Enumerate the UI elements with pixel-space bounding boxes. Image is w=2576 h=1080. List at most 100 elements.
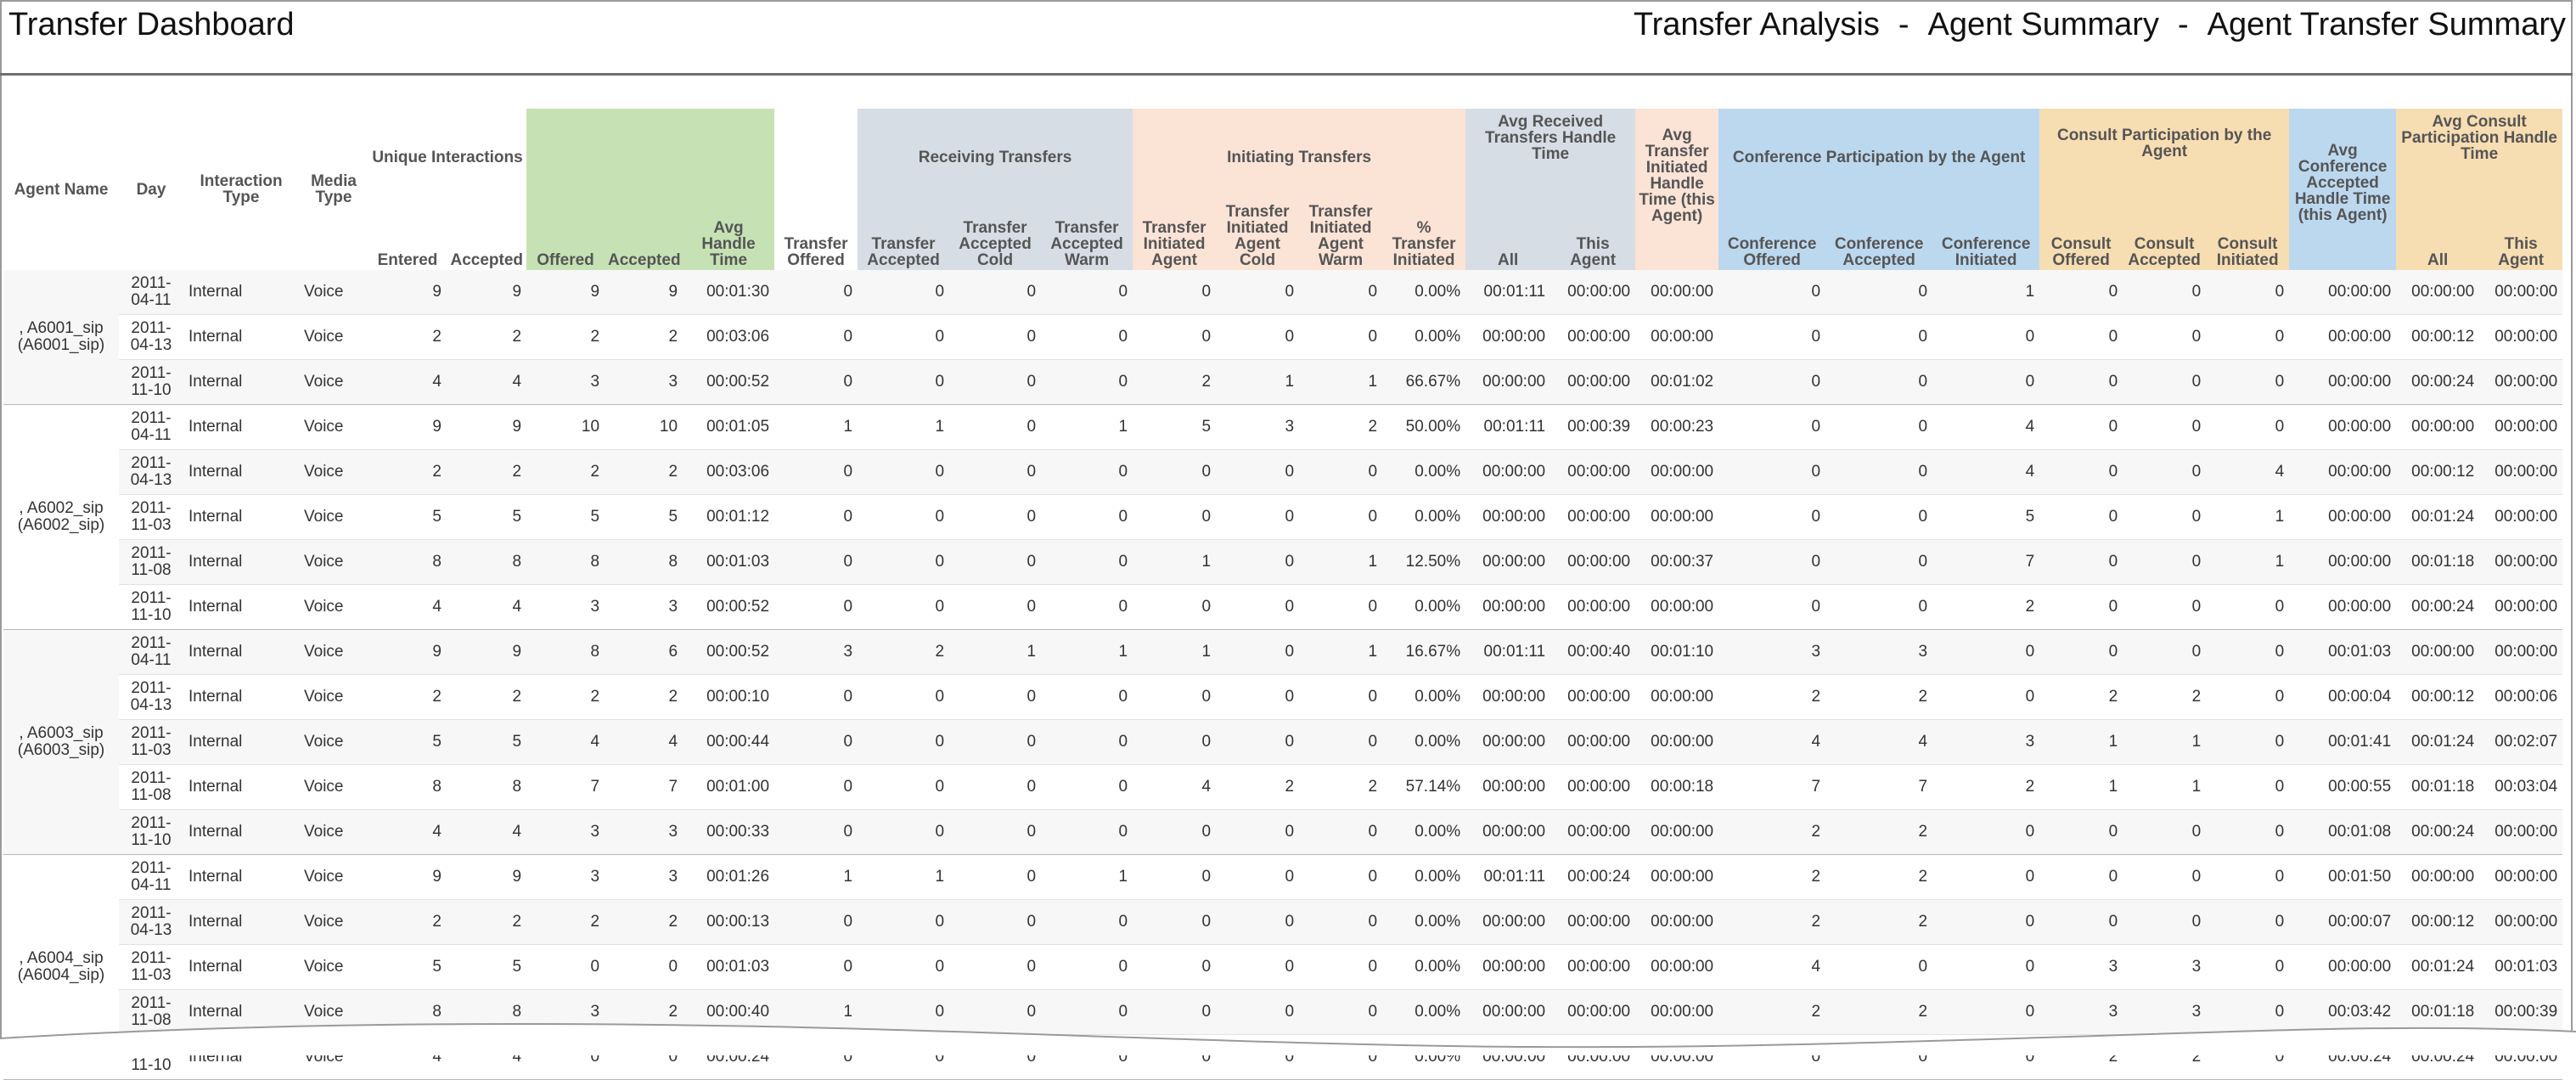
cell-transfer-accepted-warm: 1: [1041, 629, 1133, 675]
table-row[interactable]: , A6004_sip (A6004_sip) 2011-04-11 Interna…: [3, 854, 2563, 1080]
cell-transfer-initiated-agent-warm: 1: [1299, 539, 1383, 585]
col-header-consult-initiated[interactable]: Consult Initiated: [2206, 202, 2290, 270]
cell-avg-conf-accepted-handle: 00:00:00: [2289, 944, 2397, 990]
table-row[interactable]: 2011-11-08 Internal Voice 8 8 7 7 00:01:00 0 0 0 0 4…: [3, 764, 2563, 810]
table-row[interactable]: 2011-11-03 Internal Voice 5 5 0 0 00:01:03 0 0 0 0 0…: [3, 944, 2563, 990]
cell-accepted: 9: [447, 270, 527, 315]
col-header-accepted-green[interactable]: Accepted: [605, 202, 683, 270]
col-header-avg-transfer-initiated-handle[interactable]: Avg Transfer Initiated Handle Time (this…: [1635, 109, 1719, 270]
breadcrumb-item-transfer-analysis[interactable]: Transfer Analysis: [1633, 7, 1880, 42]
table-row[interactable]: 2011-04-13 Internal Voice 2 2 2 2 00:03:06 0 0 0 0 0…: [3, 449, 2563, 495]
cell-entered: 5: [368, 494, 447, 540]
cell-consult-offered: 0: [2039, 854, 2123, 900]
cell-transfer-initiated-agent-warm: 1: [1299, 629, 1383, 675]
cell-accepted-green: 2: [605, 899, 683, 945]
table-row[interactable]: 2011-04-13 Internal Voice 2 2 2 2 00:00:10 0 0 0 0 0…: [3, 674, 2563, 720]
cell-transfer-accepted: 0: [858, 494, 950, 540]
col-header-offered[interactable]: Offered: [526, 202, 605, 270]
col-header-accepted[interactable]: Accepted: [450, 251, 524, 269]
cell-conference-offered: 3: [1718, 629, 1826, 675]
cell-consult-initiated: 4: [2206, 449, 2290, 495]
cell-transfer-accepted-warm: 0: [1041, 584, 1133, 630]
col-header-transfer-accepted-warm[interactable]: Transfer Accepted Warm: [1041, 202, 1133, 270]
cell-day: 2011-04-13: [119, 899, 183, 945]
col-header-transfer-initiated-agent-warm[interactable]: Transfer Initiated Agent Warm: [1299, 202, 1383, 270]
col-header-interaction-type[interactable]: Interaction Type: [200, 172, 283, 206]
col-header-received-this-agent[interactable]: This Agent: [1550, 202, 1636, 270]
col-header-avg-conf-accepted-handle[interactable]: Avg Conference Accepted Handle Time (thi…: [2289, 109, 2397, 270]
col-header-consult-offered[interactable]: Consult Offered: [2039, 202, 2123, 270]
cell-accepted-green: 3: [605, 359, 683, 405]
cell-accepted: 2: [447, 449, 527, 495]
cell-consult-all: 00:00:24: [2396, 359, 2480, 405]
table-row[interactable]: 2011-11-10 Internal Voice 4 4 3 3 00:00:33 0 0 0 0 0…: [3, 809, 2563, 855]
cell-received-all: 00:00:00: [1465, 674, 1551, 720]
table-row[interactable]: 2011-11-10 Internal Voice 4 4 3 3 00:00:52 0 0 0 0 2…: [3, 359, 2563, 405]
cell-transfer-accepted-cold: 0: [949, 719, 1042, 765]
col-header-transfer-accepted-cold[interactable]: Transfer Accepted Cold: [949, 202, 1042, 270]
breadcrumb-item-agent-summary[interactable]: Agent Summary: [1927, 7, 2159, 42]
cell-conference-accepted: 2: [1825, 674, 1933, 720]
col-header-consult-accepted[interactable]: Consult Accepted: [2123, 202, 2207, 270]
col-header-media-type[interactable]: Media Type: [311, 172, 357, 206]
cell-consult-initiated: 0: [2206, 854, 2290, 900]
cell-pct-transfer-initiated: 57.14%: [1382, 764, 1466, 810]
table-row[interactable]: 2011-04-13 Internal Voice 2 2 2 2 00:00:13 0 0 0 0 0…: [3, 899, 2563, 945]
col-header-transfer-accepted[interactable]: Transfer Accepted: [858, 202, 950, 270]
col-header-day[interactable]: Day: [136, 180, 166, 199]
col-header-received-all[interactable]: All: [1465, 202, 1551, 270]
col-header-conference-offered[interactable]: Conference Offered: [1718, 202, 1826, 270]
cell-transfer-accepted-cold: 0: [949, 809, 1042, 855]
cell-media-type: Voice: [299, 944, 368, 990]
cell-transfer-accepted-cold: 0: [949, 989, 1042, 1035]
cell-consult-accepted: 0: [2123, 449, 2207, 495]
col-header-consult-this-agent[interactable]: This Agent: [2479, 202, 2563, 270]
breadcrumb-item-agent-transfer-summary: Agent Transfer Summary: [2207, 7, 2566, 42]
cell-consult-all: 00:01:18: [2396, 764, 2480, 810]
cell-transfer-initiated-agent-warm: 0: [1299, 494, 1383, 540]
cell-avg-handle-time: 00:03:06: [683, 449, 775, 495]
cell-received-all: 00:00:00: [1465, 449, 1551, 495]
col-header-conference-initiated[interactable]: Conference Initiated: [1932, 202, 2040, 270]
col-header-agent-name[interactable]: Agent Name: [14, 180, 109, 199]
cell-offered: 8: [526, 629, 605, 675]
cell-day: 2011-04-11: [119, 404, 183, 450]
col-header-entered[interactable]: Entered: [377, 251, 438, 269]
cell-transfer-initiated-agent: 0: [1133, 449, 1217, 495]
agent-transfer-table-container[interactable]: Agent Name Day Interaction Type Media Ty…: [3, 109, 2563, 1080]
cell-transfer-accepted-cold: 0: [949, 584, 1042, 630]
col-header-conference-accepted[interactable]: Conference Accepted: [1825, 202, 1933, 270]
col-header-transfer-initiated-agent-cold[interactable]: Transfer Initiated Agent Cold: [1216, 202, 1300, 270]
cell-transfer-offered: 3: [774, 629, 858, 675]
cell-transfer-initiated-agent: 0: [1133, 809, 1217, 855]
cell-accepted: 5: [447, 719, 527, 765]
col-header-avg-handle-time[interactable]: Avg Handle Time: [683, 202, 775, 270]
table-row[interactable]: , A6002_sip (A6002_sip) 2011-04-11 Interna…: [3, 404, 2563, 630]
table-header: Agent Name Day Interaction Type Media Ty…: [3, 109, 2563, 270]
cell-entered: 5: [368, 719, 447, 765]
col-header-transfer-initiated-agent[interactable]: Transfer Initiated Agent: [1133, 202, 1217, 270]
cell-consult-this-agent: 00:00:00: [2479, 629, 2563, 675]
cell-avg-conf-accepted-handle: 00:00:00: [2289, 494, 2397, 540]
cell-transfer-accepted: 0: [858, 989, 950, 1035]
cell-transfer-initiated-agent: 2: [1133, 359, 1217, 405]
col-header-pct-transfer-initiated[interactable]: % Transfer Initiated: [1382, 202, 1466, 270]
cell-consult-accepted: 0: [2123, 809, 2207, 855]
table-row[interactable]: 2011-11-08 Internal Voice 8 8 8 8 00:01:03 0 0 0 0 1…: [3, 539, 2563, 585]
table-row[interactable]: , A6003_sip (A6003_sip) 2011-04-11 Interna…: [3, 629, 2563, 855]
cell-received-this-agent: 00:00:24: [1550, 854, 1636, 900]
cell-entered: 2: [368, 899, 447, 945]
col-header-transfer-offered[interactable]: Transfer Offered: [784, 235, 848, 269]
cell-consult-accepted: 0: [2123, 539, 2207, 585]
cell-entered: 4: [368, 584, 447, 630]
table-row[interactable]: 2011-11-03 Internal Voice 5 5 4 4 00:00:44 0 0 0 0 0…: [3, 719, 2563, 765]
cell-avg-conf-accepted-handle: 00:00:00: [2289, 359, 2397, 405]
table-row[interactable]: 2011-04-13 Internal Voice 2 2 2 2 00:03:06 0 0 0 0 0…: [3, 314, 2563, 360]
cell-accepted-green: 10: [605, 404, 683, 450]
table-row[interactable]: , A6001_sip (A6001_sip) 2011-04-11 Interna…: [3, 270, 2563, 405]
cell-interaction-type: Internal: [183, 764, 299, 810]
col-header-consult-all[interactable]: All: [2396, 202, 2480, 270]
table-row[interactable]: 2011-11-03 Internal Voice 5 5 5 5 00:01:12 0 0 0 0 0…: [3, 494, 2563, 540]
cell-avg-conf-accepted-handle: 00:00:00: [2289, 314, 2397, 360]
table-row[interactable]: 2011-11-10 Internal Voice 4 4 3 3 00:00:52 0 0 0 0 0…: [3, 584, 2563, 630]
